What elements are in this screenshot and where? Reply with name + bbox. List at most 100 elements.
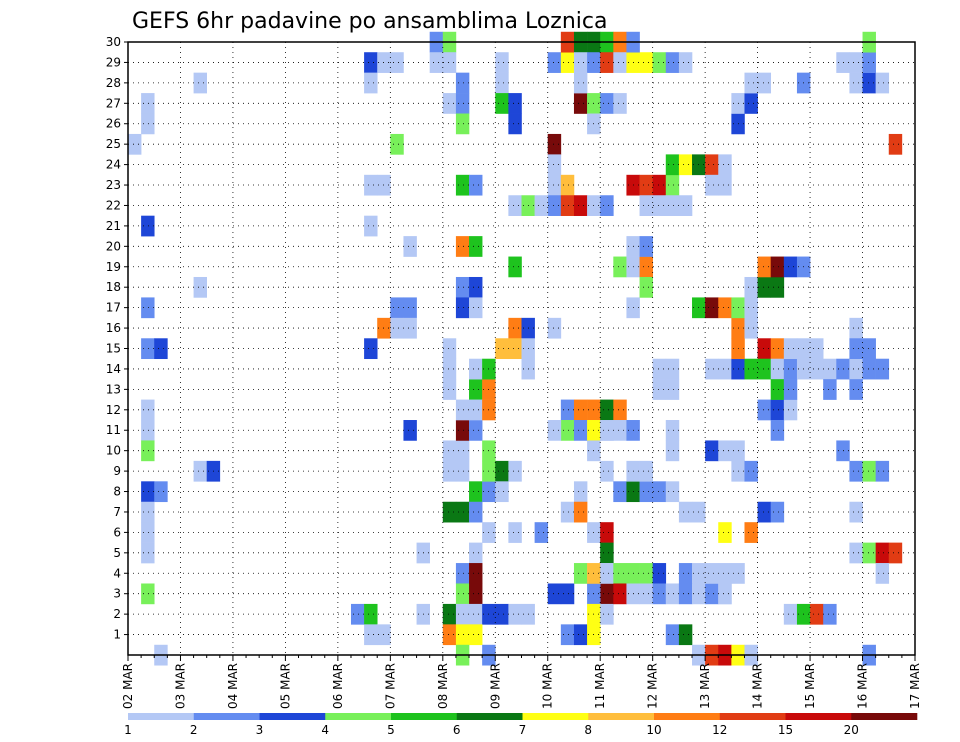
heatmap-cell [469,624,483,646]
y-axis: 1234567891011121314151617181920212223242… [106,35,128,642]
heatmap-cell [534,522,549,543]
heatmap-cell [560,583,575,605]
heatmap-cell [573,399,588,421]
heatmap-cell [665,52,680,73]
y-tick-label: 12 [106,403,121,417]
heatmap-cell [639,236,653,257]
colorbar: 1 2 3 4 5 6 7 8 10 12 15 20 [124,713,918,737]
heatmap-cell [455,399,470,421]
heatmap-cell [364,215,378,237]
heatmap-cell [823,358,837,380]
chart-title: GEFS 6hr padavine po ansamblima Loznica [132,9,607,34]
y-tick-label: 6 [113,525,121,539]
heatmap-cell [810,338,824,360]
y-tick-label: 4 [113,566,121,580]
heatmap-cell [154,481,168,503]
y-tick-label: 7 [113,505,121,519]
heatmap-cell [862,338,876,360]
heatmap-cell [573,624,588,646]
heatmap-cell [534,195,549,216]
heatmap-cell [508,256,522,278]
heatmap-cell [442,624,457,646]
heatmap-cell [141,420,155,441]
heatmap-cell [469,420,483,441]
colorbar-label: 20 [844,723,859,737]
heatmap-cell [678,154,693,176]
heatmap-cell [613,52,627,73]
heatmap-cell [364,624,378,646]
colorbar-label: 15 [778,723,793,737]
plot-frame [127,41,916,656]
y-tick-label: 23 [106,178,121,192]
y-tick-label: 9 [113,464,121,478]
colorbar-swatch [851,713,918,720]
heatmap-cell [403,236,417,257]
heatmap-cell [849,379,863,400]
colorbar-swatch [522,713,589,720]
heatmap-cell [141,297,155,319]
heatmap-cell [364,72,378,94]
heatmap-cell [508,113,522,135]
heatmap-cell [678,501,693,523]
heatmap-cell [350,603,365,625]
heatmap-cell [705,563,719,584]
heatmap-cell [613,583,627,605]
heatmap-cell [469,174,483,196]
heatmap-cell [600,603,614,625]
heatmap-cell [455,236,470,257]
heatmap-cell [770,256,785,278]
heatmap-cell [652,174,667,196]
heatmap-cell [573,420,588,441]
heatmap-cell [652,481,667,503]
heatmap-cell [547,317,562,339]
heatmap-cell [613,563,627,584]
heatmap-cell [652,583,667,605]
y-tick-label: 22 [106,198,121,212]
heatmap-cell [508,317,522,339]
heatmap-cell [705,297,719,319]
x-tick-label: 14 MAR [751,663,765,709]
heatmap-cell [193,460,207,482]
colorbar-swatch [193,713,260,720]
heatmap-cell [875,542,890,564]
heatmap-cell [770,399,785,421]
heatmap-cell [141,481,155,503]
heatmap-cell [705,174,719,196]
heatmap-cell [141,501,155,523]
heatmap-cell [718,522,732,543]
heatmap-cell [678,52,693,73]
heatmap-cell [849,542,863,564]
heatmap-cell [141,338,155,360]
heatmap-cell [508,522,522,543]
heatmap-cell [718,440,732,462]
heatmap-cell [718,297,732,319]
heatmap-cell [154,338,168,360]
heatmap-cell [141,93,155,114]
x-tick-label: 10 MAR [541,663,555,709]
heatmap-cell [455,297,470,319]
heatmap-cell [547,174,562,196]
heatmap-cell [770,379,785,400]
heatmap-cell [849,317,863,339]
heatmap-cell [744,297,758,319]
heatmap-cell [560,624,575,646]
heatmap-cell [455,603,470,625]
heatmap-cell [875,460,890,482]
heatmap-cell [573,93,588,114]
x-tick-label: 15 MAR [803,663,817,709]
colorbar-swatch [259,713,326,720]
heatmap-cell [875,358,890,380]
heatmap-cell [560,399,575,421]
heatmap-cell [455,420,470,441]
heatmap-cell [508,460,522,482]
heatmap-cell [495,93,509,114]
y-tick-label: 16 [106,321,121,335]
y-tick-label: 27 [106,96,121,110]
heatmap-cell [364,603,378,625]
colorbar-label: 10 [646,723,661,737]
colorbar-label: 6 [453,723,461,737]
heatmap-cell [560,52,575,73]
heatmap-cell [547,52,562,73]
heatmap-cell [193,276,207,298]
heatmap-cell [613,481,627,503]
